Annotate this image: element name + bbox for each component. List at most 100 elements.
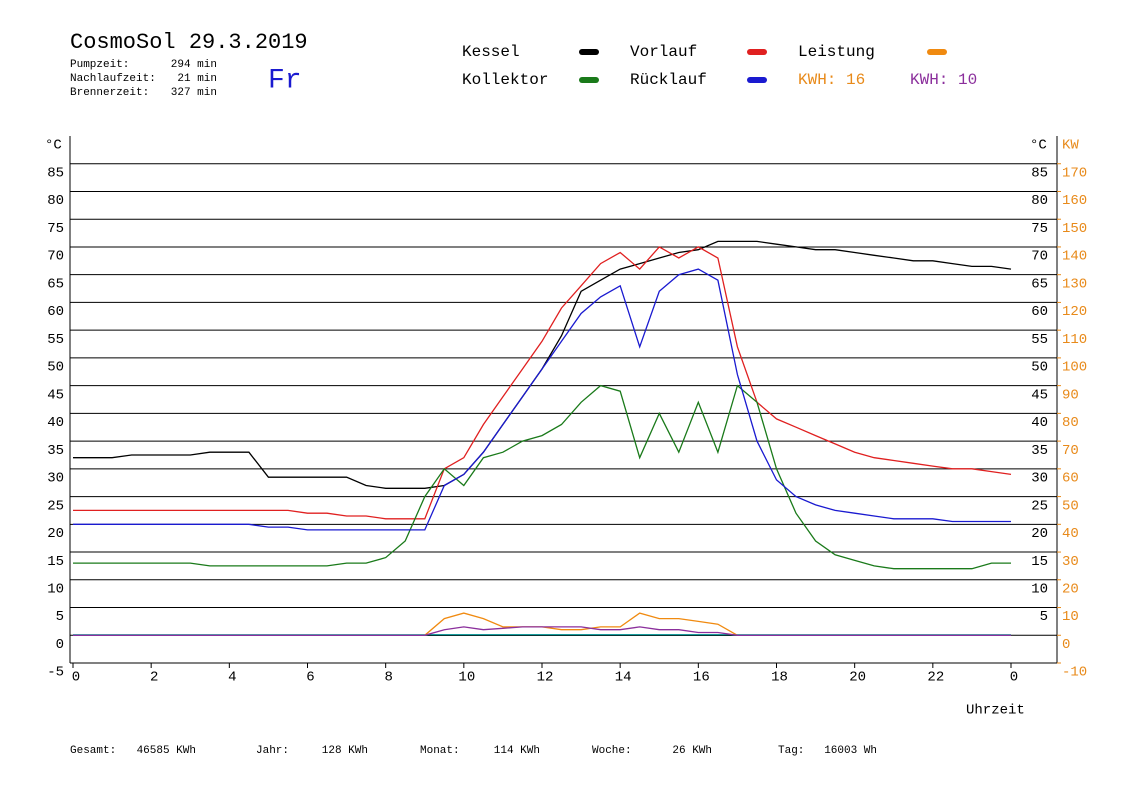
y-right-tick-label: 10 [1031, 581, 1048, 597]
series-line [73, 626, 1011, 636]
x-tick-label: 14 [615, 670, 632, 686]
day: Fr [268, 65, 302, 96]
y2-unit: KW [1062, 138, 1079, 154]
stat-label: Tag: [778, 745, 804, 757]
stat-value: 128 KWh [322, 745, 368, 757]
y-tick-label: -5 [47, 665, 64, 681]
y-right-tick-label: 70 [1031, 249, 1048, 265]
y2-tick-label: 130 [1062, 276, 1087, 292]
y-right-tick-label: 45 [1031, 387, 1048, 403]
chart-title: CosmoSol 29.3.2019 [70, 30, 308, 55]
y-right-tick-label: 20 [1031, 526, 1048, 542]
x-axis-label: Uhrzeit [966, 703, 1025, 719]
y2-tick-label: 160 [1062, 193, 1087, 209]
y2-tick-label: 60 [1062, 471, 1079, 487]
stat-value: 26 KWh [672, 745, 712, 757]
y2-tick-label: -10 [1062, 665, 1087, 681]
legend-label: Vorlauf [630, 43, 697, 61]
series-line [73, 612, 1011, 636]
x-tick-label: 4 [228, 670, 236, 686]
y-right-tick-label: 55 [1031, 332, 1048, 348]
x-tick-label: 8 [384, 670, 392, 686]
y-right-tick-label: 40 [1031, 415, 1048, 431]
y-right-tick-label: 50 [1031, 360, 1048, 376]
y-tick-label: 50 [47, 360, 64, 376]
stat-label: Woche: [592, 745, 632, 757]
y2-tick-label: 80 [1062, 415, 1079, 431]
y-right-tick-label: 60 [1031, 304, 1048, 320]
y-right-tick-label: 75 [1031, 221, 1048, 237]
stat-label: Gesamt: [70, 745, 116, 757]
x-tick-label: 2 [150, 670, 158, 686]
y-tick-label: 35 [47, 443, 64, 459]
y-tick-label: 30 [47, 471, 64, 487]
series-line [73, 240, 1012, 489]
y-right-tick-label: 15 [1031, 554, 1048, 570]
y-tick-label: 20 [47, 526, 64, 542]
legend-label: Kessel [462, 43, 520, 61]
y2-tick-label: 100 [1062, 360, 1087, 376]
x-tick-label: 18 [771, 670, 788, 686]
y-right-tick-label: 80 [1031, 193, 1048, 209]
y2-tick-label: 40 [1062, 526, 1079, 542]
stat-value: 46585 KWh [137, 745, 196, 757]
y-tick-label: 5 [56, 609, 64, 625]
y-right-tick-label: 85 [1031, 165, 1048, 181]
y-tick-label: 15 [47, 554, 64, 570]
info-label: Pumpzeit: [70, 59, 129, 71]
y-tick-label: 80 [47, 193, 64, 209]
y-tick-label: 75 [47, 221, 64, 237]
y-right-tick-label: 65 [1031, 276, 1048, 292]
y2-tick-label: 20 [1062, 581, 1079, 597]
y-tick-label: 65 [47, 276, 64, 292]
y-tick-label: 70 [47, 249, 64, 265]
series-line [73, 246, 1012, 520]
y2-tick-label: 110 [1062, 332, 1087, 348]
legend-label: Leistung [798, 43, 875, 61]
x-tick-label: 10 [458, 670, 475, 686]
y2-tick-label: 140 [1062, 249, 1087, 265]
y2-tick-label: 30 [1062, 554, 1079, 570]
legend-label: Rücklauf [630, 71, 707, 89]
x-tick-label: 6 [306, 670, 314, 686]
y-tick-label: 55 [47, 332, 64, 348]
y2-tick-label: 90 [1062, 387, 1079, 403]
y2-tick-label: 170 [1062, 165, 1087, 181]
y-tick-label: 60 [47, 304, 64, 320]
y-unit-right: °C [1030, 138, 1047, 154]
info-value: 21 min [177, 73, 217, 85]
info-value: 294 min [171, 59, 217, 71]
x-tick-label: 16 [693, 670, 710, 686]
y-right-tick-label: 35 [1031, 443, 1048, 459]
y-tick-label: 0 [56, 637, 64, 653]
info-value: 327 min [171, 87, 217, 99]
y-right-tick-label: 30 [1031, 471, 1048, 487]
info-label: Nachlaufzeit: [70, 73, 156, 85]
legend-label: Kollektor [462, 71, 548, 89]
y2-tick-label: 70 [1062, 443, 1079, 459]
y-tick-label: 10 [47, 581, 64, 597]
x-tick-label: 0 [72, 670, 80, 686]
stat-value: 16003 Wh [824, 745, 877, 757]
y-tick-label: 25 [47, 498, 64, 514]
series-line [73, 268, 1011, 531]
y2-tick-label: 0 [1062, 637, 1070, 653]
x-tick-label: 12 [537, 670, 554, 686]
y-right-tick-label: 25 [1031, 498, 1048, 514]
y2-tick-label: 120 [1062, 304, 1087, 320]
y-tick-label: 40 [47, 415, 64, 431]
x-tick-label: 0 [1010, 670, 1018, 686]
x-tick-label: 20 [849, 670, 866, 686]
stat-value: 114 KWh [494, 745, 540, 757]
kwh-label: KWH: 10 [910, 71, 977, 89]
info-label: Brennerzeit: [70, 87, 149, 99]
y-right-tick-label: 5 [1040, 609, 1048, 625]
y-unit: °C [45, 138, 62, 154]
y-tick-label: 45 [47, 387, 64, 403]
kwh-label: KWH: 16 [798, 71, 865, 89]
y-tick-label: 85 [47, 165, 64, 181]
stat-label: Jahr: [256, 745, 289, 757]
y2-tick-label: 10 [1062, 609, 1079, 625]
